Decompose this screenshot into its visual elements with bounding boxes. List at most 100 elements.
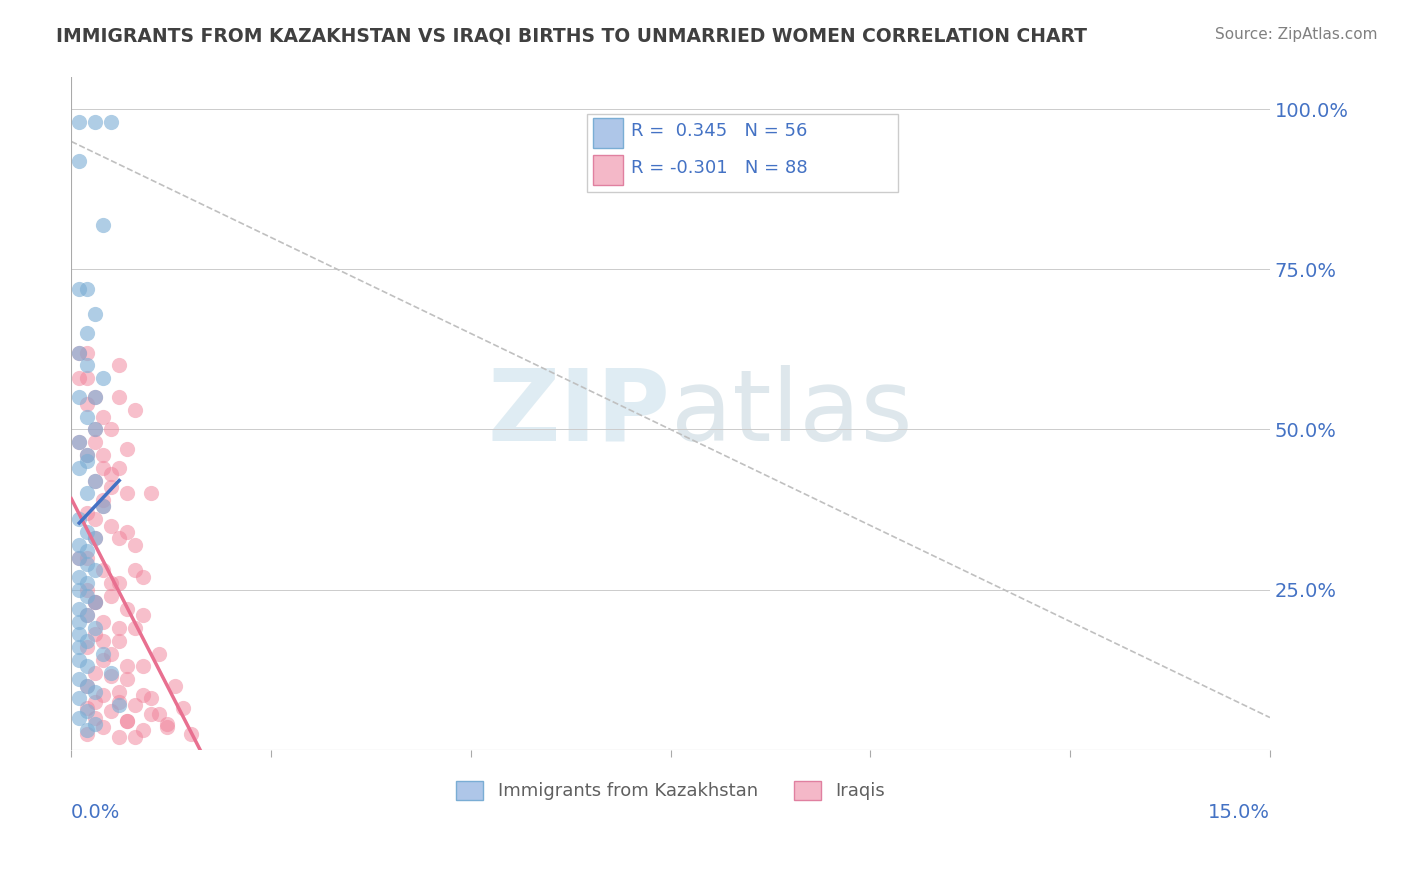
Point [84, 422, 107, 436]
Point [67, 512, 90, 526]
Point [67, 653, 90, 667]
Point [91, 409, 114, 424]
Point [67, 435, 90, 450]
Point [67, 627, 90, 641]
Point [84, 531, 107, 545]
Point [124, 730, 146, 744]
Point [115, 524, 138, 539]
Point [76, 397, 98, 411]
Point [132, 608, 155, 623]
Point [91, 448, 114, 462]
Point [67, 672, 90, 686]
Point [132, 723, 155, 738]
Legend: Immigrants from Kazakhstan, Iraqis: Immigrants from Kazakhstan, Iraqis [449, 774, 893, 808]
Point [76, 589, 98, 603]
Point [76, 608, 98, 623]
Point [124, 538, 146, 552]
Point [148, 707, 170, 722]
Point [76, 582, 98, 597]
Point [124, 698, 146, 712]
Point [76, 359, 98, 373]
Text: ZIP: ZIP [488, 365, 671, 462]
Point [67, 282, 90, 296]
Point [108, 685, 131, 699]
Point [165, 679, 187, 693]
Point [100, 115, 122, 129]
Point [67, 640, 90, 654]
Point [148, 647, 170, 661]
Point [76, 282, 98, 296]
Bar [593, 118, 623, 148]
Point [67, 582, 90, 597]
Point [91, 500, 114, 514]
Point [84, 531, 107, 545]
Bar [593, 154, 623, 185]
Point [108, 576, 131, 591]
Point [156, 720, 179, 734]
Point [67, 550, 90, 565]
Point [115, 486, 138, 500]
Point [76, 345, 98, 359]
Point [84, 717, 107, 731]
Point [91, 633, 114, 648]
Point [115, 672, 138, 686]
Point [91, 500, 114, 514]
Point [76, 409, 98, 424]
Point [91, 647, 114, 661]
Point [76, 679, 98, 693]
Point [84, 665, 107, 680]
Point [91, 492, 114, 507]
Point [67, 435, 90, 450]
Point [67, 691, 90, 706]
Point [180, 726, 202, 740]
Point [84, 307, 107, 321]
Text: R =  0.345   N = 56: R = 0.345 N = 56 [631, 122, 807, 140]
Point [76, 557, 98, 571]
Point [100, 669, 122, 683]
Point [108, 633, 131, 648]
Point [124, 403, 146, 417]
Point [115, 442, 138, 456]
Point [84, 595, 107, 609]
Point [84, 391, 107, 405]
Point [76, 723, 98, 738]
Point [91, 218, 114, 232]
Point [67, 461, 90, 475]
Point [67, 538, 90, 552]
Point [76, 608, 98, 623]
Text: IMMIGRANTS FROM KAZAKHSTAN VS IRAQI BIRTHS TO UNMARRIED WOMEN CORRELATION CHART: IMMIGRANTS FROM KAZAKHSTAN VS IRAQI BIRT… [56, 27, 1087, 45]
Point [100, 467, 122, 482]
Point [84, 694, 107, 708]
Point [76, 704, 98, 718]
Point [76, 659, 98, 673]
Point [67, 153, 90, 168]
Point [76, 726, 98, 740]
Text: R = -0.301   N = 88: R = -0.301 N = 88 [631, 159, 807, 178]
Point [91, 720, 114, 734]
Point [141, 691, 163, 706]
Point [84, 435, 107, 450]
Point [91, 615, 114, 629]
Point [84, 474, 107, 488]
Point [76, 633, 98, 648]
Point [76, 371, 98, 385]
Point [100, 480, 122, 494]
Point [84, 685, 107, 699]
Point [84, 563, 107, 577]
Point [76, 486, 98, 500]
Point [76, 524, 98, 539]
Point [84, 621, 107, 635]
Point [67, 710, 90, 724]
Point [108, 698, 131, 712]
Point [76, 506, 98, 520]
Point [84, 710, 107, 724]
Point [67, 345, 90, 359]
Point [124, 621, 146, 635]
Point [84, 512, 107, 526]
Point [115, 714, 138, 728]
Point [76, 550, 98, 565]
Text: atlas: atlas [671, 365, 912, 462]
Point [132, 688, 155, 702]
Point [132, 570, 155, 584]
Point [108, 391, 131, 405]
